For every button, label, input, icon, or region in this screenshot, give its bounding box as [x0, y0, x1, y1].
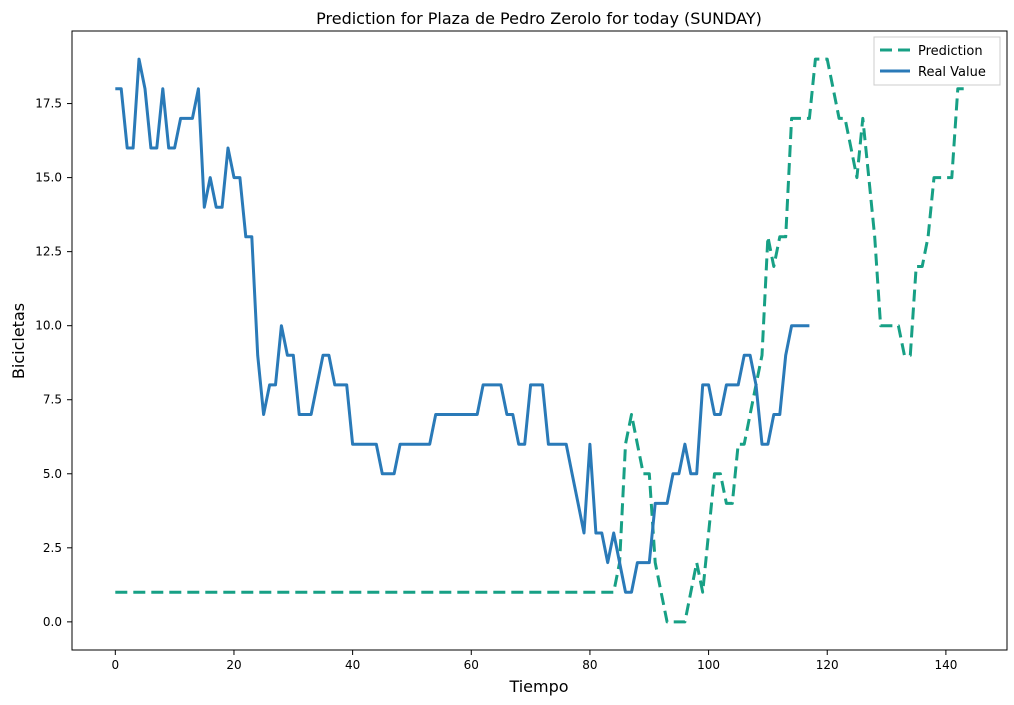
series-layer: [115, 57, 964, 624]
series-line-real-value: [115, 57, 810, 594]
y-tick-label: 2.5: [43, 541, 62, 555]
y-tick-label: 5.0: [43, 467, 62, 481]
y-tick-label: 7.5: [43, 393, 62, 407]
x-tick-label: 0: [111, 658, 119, 672]
y-tick-label: 10.0: [35, 319, 62, 333]
x-axis: 0 20 40 60 80 100 120 140: [111, 650, 957, 672]
chart-title: Prediction for Plaza de Pedro Zerolo for…: [316, 9, 762, 28]
x-axis-label: Tiempo: [508, 677, 568, 696]
x-tick-label: 60: [464, 658, 479, 672]
legend-box: [873, 36, 1001, 86]
y-tick-label: 17.5: [35, 97, 62, 111]
x-tick-label: 140: [934, 658, 957, 672]
y-tick-label: 12.5: [35, 245, 62, 259]
plot-frame: [71, 30, 1008, 651]
y-axis: 0.0 2.5 5.0 7.5 10.0 12.5 15.0 17.5: [35, 97, 72, 629]
legend-label-prediction: Prediction: [918, 44, 983, 59]
y-axis-label: Bicicletas: [9, 303, 28, 379]
y-tick-label: 15.0: [35, 171, 62, 185]
x-tick-label: 40: [345, 658, 360, 672]
y-tick-label: 0.0: [43, 615, 62, 629]
series-line-prediction: [115, 57, 964, 624]
x-tick-label: 100: [697, 658, 720, 672]
x-tick-label: 80: [582, 658, 597, 672]
legend: Prediction Real Value: [873, 36, 1001, 86]
x-tick-label: 120: [816, 658, 839, 672]
x-tick-label: 20: [226, 658, 241, 672]
legend-label-real-value: Real Value: [918, 65, 986, 80]
